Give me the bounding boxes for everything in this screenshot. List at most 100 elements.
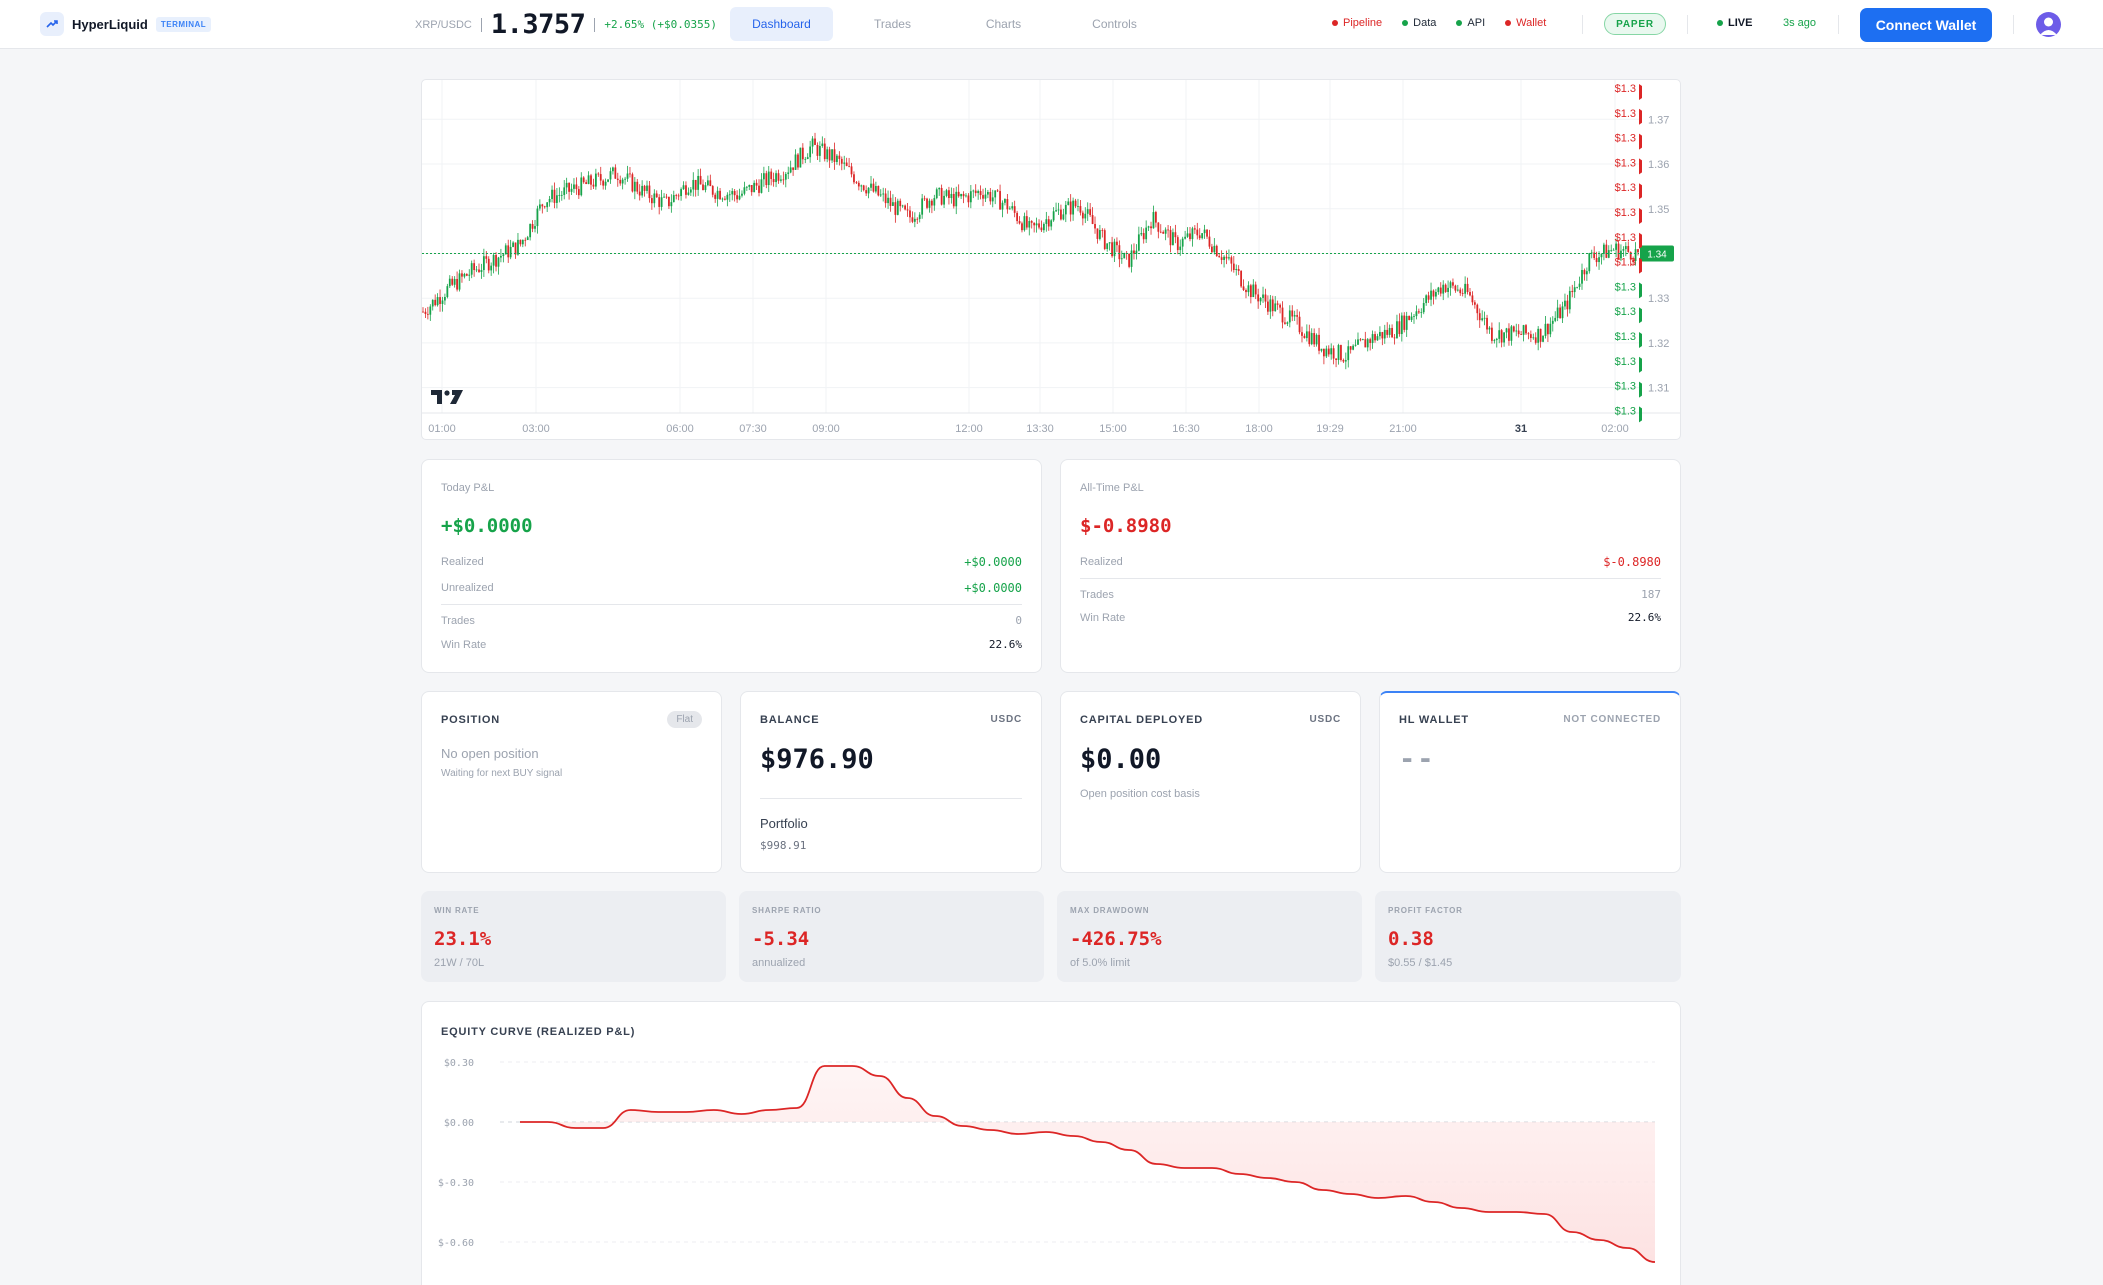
capital-title: CAPITAL DEPLOYED <box>1080 714 1204 726</box>
candle-body <box>1410 316 1413 320</box>
candle-body <box>1476 304 1479 314</box>
today-pnl-label: Today P&L <box>441 482 495 494</box>
candle-body <box>509 246 512 258</box>
candle-body <box>487 258 490 271</box>
candle-body <box>1595 258 1598 263</box>
candle-body <box>1030 221 1033 223</box>
sell-level-marker <box>1639 183 1642 200</box>
candle-body <box>916 218 919 220</box>
candle-body <box>882 193 885 195</box>
candle-body <box>935 189 938 199</box>
tab-controls[interactable]: Controls <box>1092 17 1137 31</box>
equity-curve-chart[interactable]: $0.30 $0.00 $-0.30 $-0.60 <box>422 1002 1681 1285</box>
candle-body <box>1323 348 1325 357</box>
candle-body <box>1413 316 1415 317</box>
capital-value: $0.00 <box>1080 744 1162 775</box>
candle-body <box>1067 201 1070 205</box>
candle-body <box>1120 258 1123 260</box>
candle-body <box>1622 249 1625 251</box>
candle-body <box>1196 229 1199 236</box>
trending-up-icon <box>40 12 64 36</box>
metric-label: PROFIT FACTOR <box>1388 906 1463 915</box>
sell-level-label: $1.3 <box>1615 108 1636 120</box>
candle-body <box>453 278 456 285</box>
candle-body <box>1605 244 1608 258</box>
candle-body <box>541 204 544 207</box>
candle-body <box>677 195 680 197</box>
candle-body <box>1634 249 1637 261</box>
tab-charts[interactable]: Charts <box>985 17 1022 31</box>
candle-body <box>1529 334 1532 338</box>
candle-body <box>543 206 546 208</box>
candle-body <box>794 154 797 170</box>
candle-body <box>556 195 558 203</box>
candle-body <box>940 187 943 205</box>
candle-body <box>1274 303 1277 312</box>
candle-body <box>1013 206 1016 213</box>
candle-body <box>733 191 736 196</box>
sell-level-marker <box>1639 158 1642 175</box>
metric-sharpe-ratio: SHARPE RATIO -5.34 annualized <box>739 891 1044 982</box>
candle-body <box>1393 337 1396 339</box>
candle-body <box>762 173 765 180</box>
candle-body <box>1576 286 1579 288</box>
tab-dashboard[interactable]: Dashboard <box>730 7 833 41</box>
candle-body <box>731 191 734 195</box>
candle-body <box>1301 332 1303 336</box>
candle-body <box>470 263 473 275</box>
today-pnl-card: Today P&L +$0.0000 Realized +$0.0000 Unre… <box>421 459 1042 673</box>
logo[interactable]: HyperLiquid TERMINAL <box>40 12 212 36</box>
candle-body <box>650 198 653 204</box>
candle-body <box>1001 202 1004 210</box>
candle-body <box>1064 204 1067 215</box>
x-tick-label: 21:00 <box>1389 423 1417 435</box>
candle-body <box>1332 348 1335 359</box>
candle-body <box>519 239 522 245</box>
metric-sub: $0.55 / $1.45 <box>1388 957 1453 969</box>
candle-body <box>1615 243 1617 250</box>
candle-body <box>775 173 777 183</box>
buy-level-label: $1.3 <box>1615 381 1636 393</box>
candle-body <box>1539 328 1542 342</box>
candle-body <box>1505 328 1508 333</box>
candle-body <box>1427 295 1430 300</box>
candle-body <box>490 265 493 271</box>
candle-body <box>1303 335 1306 339</box>
candle-body <box>1629 251 1632 260</box>
connect-wallet-button[interactable]: Connect Wallet <box>1860 8 1992 42</box>
candle-body <box>950 193 953 199</box>
user-avatar-icon[interactable] <box>2036 12 2061 37</box>
candle-body <box>1050 220 1053 227</box>
tab-trades[interactable]: Trades <box>874 17 911 31</box>
all-time-pnl-label: All-Time P&L <box>1080 482 1144 494</box>
candle-body <box>482 256 485 271</box>
candle-body <box>607 179 609 182</box>
candle-body <box>1590 252 1593 254</box>
candlestick-chart[interactable]: 1.37 1.36 1.35 1.34 1.33 1.32 1.31 01:00 03:00 06… <box>422 80 1681 440</box>
candle-body <box>689 189 692 193</box>
candle-body <box>1534 337 1537 343</box>
y-tick-label: 1.32 <box>1648 338 1669 350</box>
candle-body <box>1225 256 1228 259</box>
candle-body <box>1098 230 1101 239</box>
candle-body <box>1417 311 1420 313</box>
candle-body <box>1106 243 1109 249</box>
candle-body <box>553 189 556 203</box>
candle-body <box>811 138 814 147</box>
live-dot-icon <box>1717 20 1723 26</box>
candle-body <box>621 179 624 184</box>
candle-body <box>1137 234 1140 251</box>
candle-body <box>1208 236 1211 247</box>
candle-body <box>1033 222 1036 226</box>
candle-body <box>1247 285 1250 293</box>
metric-label: WIN RATE <box>434 906 480 915</box>
candle-body <box>1340 345 1342 360</box>
price-chart[interactable]: 1.37 1.36 1.35 1.34 1.33 1.32 1.31 01:00 03:00 06… <box>421 79 1681 440</box>
candle-body <box>870 183 872 188</box>
candle-body <box>597 173 600 175</box>
balance-value: $976.90 <box>760 744 874 775</box>
candle-body <box>789 167 792 173</box>
candle-body <box>1544 323 1547 336</box>
candle-body <box>1276 303 1279 305</box>
candle-body <box>850 166 853 175</box>
